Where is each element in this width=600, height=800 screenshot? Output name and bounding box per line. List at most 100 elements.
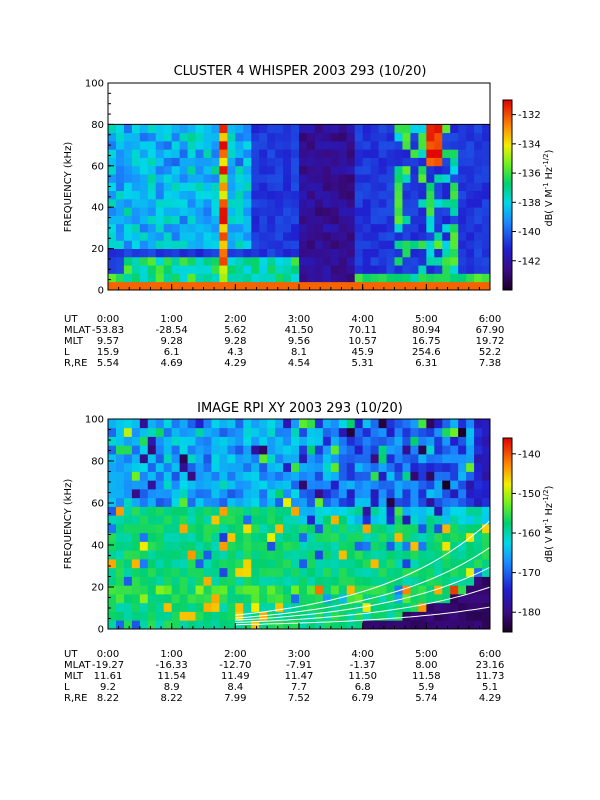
spectrogram-cell xyxy=(322,132,332,142)
spectrogram-cell xyxy=(442,223,451,233)
spectrogram-cell xyxy=(131,273,141,283)
spectrogram-cell xyxy=(442,611,451,621)
spectrogram-cell xyxy=(426,157,435,167)
spectrogram-cell xyxy=(346,576,356,586)
spectrogram-cell xyxy=(426,190,435,200)
spectrogram-cell xyxy=(155,471,165,481)
spectrogram-cell xyxy=(227,256,236,266)
spectrogram-cell xyxy=(203,240,212,249)
spectrogram-cell xyxy=(219,190,228,200)
spectrogram-cell xyxy=(139,165,149,175)
spectrogram-cell xyxy=(370,594,379,604)
spectrogram-cell xyxy=(354,157,364,167)
spectrogram-cell xyxy=(203,182,212,192)
spectrogram-cell xyxy=(251,462,260,472)
spectrogram-cell xyxy=(267,240,276,249)
spectrogram-cell xyxy=(139,576,149,586)
spectrogram-cell xyxy=(354,541,364,551)
spectrogram-cell xyxy=(108,471,117,481)
spectrogram-cell xyxy=(195,256,204,266)
spectrogram-cell xyxy=(410,445,419,455)
spectrogram-cell xyxy=(450,248,459,258)
spectrogram-cell xyxy=(123,215,133,225)
spectrogram-cell xyxy=(283,240,292,249)
spectrogram-cell xyxy=(362,506,372,516)
spectrogram-cell xyxy=(227,489,236,499)
spectrogram-cell xyxy=(155,480,165,490)
spectrogram-cell xyxy=(187,223,196,233)
spectrogram-cell xyxy=(131,248,141,258)
spectrogram-cell xyxy=(354,207,364,216)
spectrogram-cell xyxy=(306,281,316,291)
spectrogram-cell xyxy=(322,462,332,472)
spectrogram-cell xyxy=(211,273,220,283)
spectrogram-cell xyxy=(235,190,244,200)
spectrogram-cell xyxy=(155,207,165,216)
spectrogram-cell xyxy=(314,256,324,266)
spectrogram-cell xyxy=(450,232,459,241)
spectrogram-cell xyxy=(314,190,324,200)
spectrogram-cell xyxy=(370,454,379,464)
spectrogram-cell xyxy=(147,462,157,472)
spectrogram-cell xyxy=(195,480,204,490)
spectrogram-cell xyxy=(251,273,260,283)
spectrogram-cell xyxy=(362,515,372,525)
spectrogram-cell xyxy=(203,140,212,150)
spectrogram-cell xyxy=(131,427,141,437)
spectrogram-cell xyxy=(235,532,244,542)
spectrogram-cell xyxy=(155,174,165,183)
spectrogram-cell xyxy=(147,480,157,490)
spectrogram-cell xyxy=(163,550,173,560)
spectrogram-cell xyxy=(131,223,141,233)
spectrogram-cell xyxy=(394,140,403,150)
spectrogram-cell xyxy=(259,232,268,241)
spectrogram-cell xyxy=(482,182,491,192)
spectrogram-cell xyxy=(259,198,268,208)
spectrogram-cell xyxy=(394,232,403,241)
spectrogram-cell xyxy=(187,489,196,499)
spectrogram-cell xyxy=(108,232,117,241)
spectrogram-cell xyxy=(458,497,467,507)
y-tick-label: 100 xyxy=(85,415,104,426)
y-tick-label: 0 xyxy=(98,286,104,297)
spectrogram-cell xyxy=(434,149,443,158)
spectrogram-cell xyxy=(306,265,316,274)
spectrogram-cell xyxy=(402,576,411,586)
spectrogram-cell xyxy=(235,149,244,158)
spectrogram-cell xyxy=(235,611,244,621)
spectrogram-cell xyxy=(131,265,141,274)
spectrogram-cell xyxy=(227,265,236,274)
spectrogram-cell xyxy=(410,532,419,542)
spectrogram-cell xyxy=(402,273,411,283)
spectrogram-cell xyxy=(219,462,228,472)
spectrogram-cell xyxy=(322,419,332,429)
spectrogram-cell xyxy=(458,273,467,283)
spectrogram-cell xyxy=(426,174,435,183)
spectrogram-cell xyxy=(219,157,228,167)
spectrogram-cell xyxy=(163,471,173,481)
spectrogram-cell xyxy=(108,489,117,499)
spectrogram-cell xyxy=(474,182,483,192)
spectrogram-cell xyxy=(442,182,451,192)
spectrogram-cell xyxy=(155,265,165,274)
spectrogram-cell xyxy=(322,223,332,233)
spectrogram-cell xyxy=(299,541,308,551)
spectrogram-cell xyxy=(243,585,252,595)
spectrogram-cell xyxy=(283,149,292,158)
spectrogram-cell xyxy=(187,462,196,472)
spectrogram-cell xyxy=(418,281,427,291)
spectrogram-cell xyxy=(299,462,308,472)
spectrogram-cell xyxy=(386,427,395,437)
spectrogram-cell xyxy=(259,281,268,291)
ephemeris-value: -7.91 xyxy=(286,660,312,671)
spectrogram-cell xyxy=(418,567,427,577)
spectrogram-cell xyxy=(115,419,125,429)
spectrogram-cell xyxy=(195,445,204,455)
spectrogram-cell xyxy=(426,223,435,233)
spectrogram-cell xyxy=(370,515,379,525)
spectrogram-cell xyxy=(466,445,475,455)
spectrogram-cell xyxy=(219,576,228,586)
spectrogram-cell xyxy=(227,611,236,621)
spectrogram-cell xyxy=(171,215,181,225)
spectrogram-cell xyxy=(410,550,419,560)
